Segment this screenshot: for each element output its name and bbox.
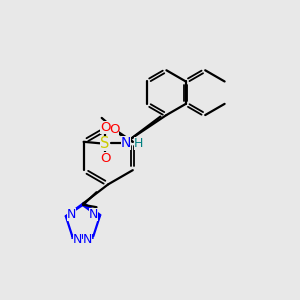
Text: H: H — [134, 137, 143, 150]
Text: S: S — [100, 136, 110, 151]
Text: N: N — [73, 232, 82, 246]
Text: N: N — [88, 208, 98, 221]
Text: N: N — [121, 136, 131, 150]
Text: O: O — [100, 152, 110, 165]
Text: N: N — [67, 208, 76, 221]
Text: N: N — [83, 232, 92, 246]
Text: O: O — [109, 123, 119, 136]
Text: O: O — [100, 121, 110, 134]
